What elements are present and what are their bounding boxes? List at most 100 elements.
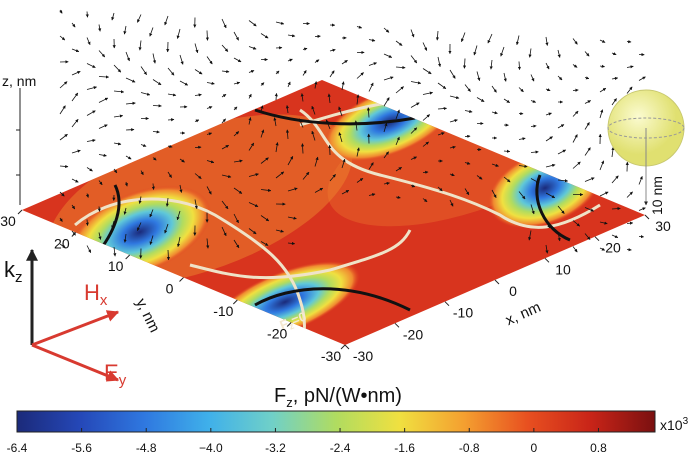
field-arrow	[153, 132, 160, 133]
field-arrow	[384, 98, 389, 106]
colorbar-tick-label: -3.2	[265, 441, 286, 455]
colorbar-label: Fz, pN/(W•nm)	[274, 385, 402, 410]
field-arrow	[627, 223, 633, 224]
field-arrow	[165, 16, 168, 25]
z-axis-label: z, nm	[2, 73, 36, 89]
field-arrow	[72, 49, 79, 52]
field-arrow	[585, 122, 589, 129]
field-arrow	[72, 119, 78, 127]
field-arrow	[546, 137, 553, 141]
field-arrow	[357, 73, 364, 79]
field-arrow	[531, 126, 536, 127]
field-arrow	[288, 59, 292, 61]
colorbar-tick-label: 0	[531, 441, 538, 455]
field-arrow	[627, 66, 633, 67]
field-arrow	[276, 22, 284, 24]
field-arrow	[234, 107, 237, 110]
field-arrow	[558, 124, 564, 128]
field-arrow	[234, 58, 241, 62]
field-arrow	[384, 77, 393, 80]
field-arrow	[438, 83, 446, 89]
z-axis	[16, 88, 20, 205]
field-arrow	[573, 111, 578, 116]
field-arrow	[99, 51, 105, 57]
colorbar-tick-label: -5.6	[71, 441, 92, 455]
field-arrow	[423, 43, 427, 51]
y-tick	[126, 255, 130, 259]
field-arrow	[612, 235, 618, 238]
field-arrow	[504, 99, 510, 103]
field-arrow	[546, 63, 549, 69]
h-label: Hx	[84, 280, 108, 309]
field-arrow	[450, 120, 457, 122]
field-arrow	[519, 62, 520, 70]
field-arrow	[249, 47, 256, 50]
x-tick	[545, 258, 549, 262]
field-arrow	[60, 36, 65, 40]
field-arrow	[504, 73, 506, 81]
field-arrow	[141, 67, 147, 75]
field-arrow	[600, 66, 605, 67]
field-arrow	[488, 34, 492, 43]
field-arrow	[168, 68, 174, 75]
y-tick	[233, 300, 237, 304]
x-tick-label: 30	[655, 218, 671, 234]
colorbar-tick-label: -4.8	[136, 441, 157, 455]
field-arrow	[249, 94, 251, 98]
field-arrow	[411, 103, 419, 108]
field-arrow	[531, 101, 536, 103]
field-arrow	[60, 106, 65, 114]
field-arrow	[112, 13, 114, 20]
field-arrow	[195, 95, 202, 96]
field-arrow	[168, 119, 174, 120]
field-arrow	[558, 76, 562, 80]
field-arrow	[477, 98, 484, 102]
field-arrow	[437, 31, 438, 40]
field-arrow	[492, 86, 496, 92]
field-arrow	[411, 30, 414, 38]
field-arrow	[234, 82, 240, 84]
field-arrow	[585, 52, 589, 57]
field-arrow	[504, 151, 510, 152]
field-arrow	[519, 88, 523, 92]
field-arrow	[150, 28, 153, 37]
field-arrow	[369, 83, 373, 92]
field-arrow	[222, 19, 226, 28]
field-arrow	[87, 38, 90, 45]
field-arrow	[461, 33, 465, 42]
field-arrow	[234, 32, 239, 40]
field-arrow	[546, 113, 552, 115]
field-arrow	[396, 87, 404, 93]
field-arrow	[411, 56, 417, 64]
x-tick	[495, 280, 499, 284]
field-arrow	[612, 98, 617, 105]
field-arrow	[114, 91, 124, 92]
field-arrow	[531, 152, 538, 153]
colorbar-tick-label: -1.6	[394, 441, 415, 455]
field-arrow	[369, 40, 375, 41]
field-arrow	[600, 40, 605, 42]
field-arrow	[530, 49, 531, 58]
y-tick-label: 0	[166, 281, 174, 297]
field-arrow	[558, 50, 560, 58]
field-arrow	[99, 98, 108, 102]
field-arrow	[87, 64, 95, 68]
colorbar-tick-label: -6.4	[7, 441, 28, 455]
y-tick-label: -20	[267, 326, 287, 342]
field-arrow	[411, 82, 421, 84]
field-arrow	[585, 148, 590, 156]
x-tick	[345, 345, 349, 349]
field-arrow	[87, 111, 95, 116]
colorbar-tick-label: -0.8	[459, 441, 480, 455]
field-arrow	[222, 71, 229, 72]
field-arrow	[546, 89, 550, 91]
field-arrow	[585, 78, 589, 79]
field-arrow	[612, 78, 618, 79]
field-arrow	[546, 37, 547, 46]
field-arrow	[600, 192, 608, 196]
field-arrow	[87, 12, 88, 18]
x-tick-label: -30	[353, 348, 373, 364]
field-arrow	[168, 94, 176, 95]
field-arrow	[276, 93, 277, 100]
field-arrow	[396, 67, 405, 68]
